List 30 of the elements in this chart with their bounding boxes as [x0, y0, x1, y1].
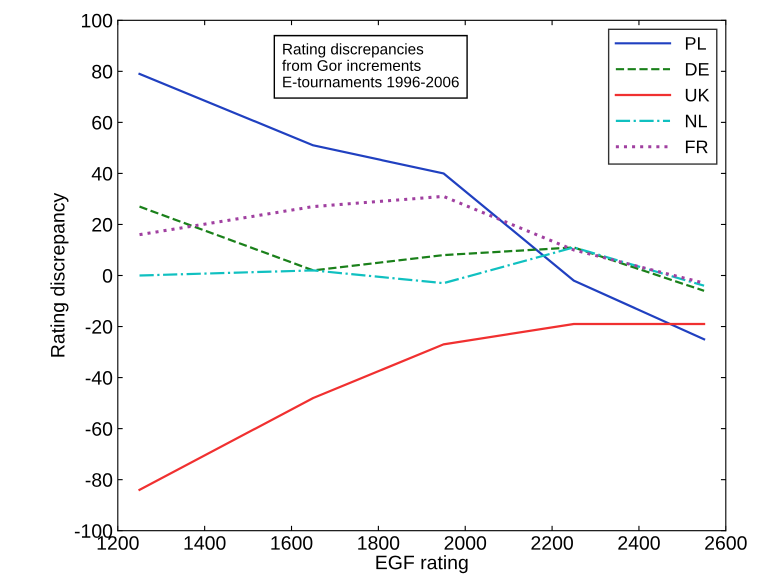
- x-tick-label: 2400: [618, 536, 660, 550]
- x-tick-label: 2200: [531, 536, 573, 550]
- y-tick-label: 80: [92, 64, 112, 79]
- line-series: [138, 246, 706, 287]
- line-series: [138, 322, 706, 491]
- annotation: Rating discrepancies from Gor increments E-tournaments 1996-2006: [282, 43, 459, 88]
- y-tick-label: -60: [86, 422, 112, 436]
- y-tick-label: 100: [82, 14, 112, 28]
- legend-label: DE: [686, 63, 709, 76]
- legend-label: FR: [686, 140, 708, 154]
- y-tick-label: -40: [86, 371, 112, 385]
- x-tick-label: 1400: [184, 536, 226, 550]
- x-tick-label: 1800: [358, 536, 400, 550]
- y-tick-label: 60: [92, 116, 112, 130]
- legend-label: NL: [686, 114, 707, 128]
- x-axis-title: EGF rating: [376, 555, 468, 574]
- y-tick-label: 40: [92, 166, 112, 181]
- y-tick-label: 0: [102, 268, 112, 283]
- y-tick-label: -100: [74, 524, 112, 538]
- legend-label: PL: [686, 37, 706, 50]
- x-tick-label: 1200: [98, 536, 139, 550]
- x-tick-label: 1600: [271, 536, 312, 550]
- y-tick-label: -80: [86, 473, 112, 487]
- x-tick-label: 2000: [444, 536, 486, 550]
- y-tick-label: -20: [86, 320, 112, 334]
- legend-label: UK: [686, 88, 710, 102]
- line-series: [138, 205, 706, 292]
- y-tick-label: 20: [92, 218, 112, 232]
- y-axis-title: Rating discrepancy: [50, 192, 68, 357]
- x-tick-label: 2600: [705, 536, 747, 550]
